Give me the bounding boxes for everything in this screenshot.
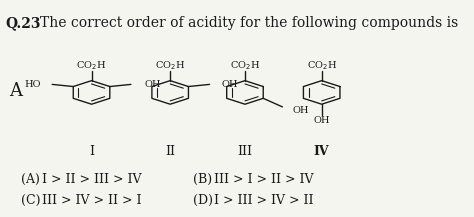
Text: OH: OH (221, 80, 237, 89)
Text: The correct order of acidity for the following compounds is: The correct order of acidity for the fol… (40, 16, 458, 30)
Text: IV: IV (314, 145, 329, 158)
Text: A: A (9, 82, 22, 100)
Text: I > II > III > IV: I > II > III > IV (42, 173, 141, 186)
Text: III: III (237, 145, 253, 158)
Text: OH: OH (144, 80, 161, 89)
Text: II: II (165, 145, 175, 158)
Text: Q.23: Q.23 (5, 16, 41, 30)
Text: OH: OH (292, 106, 309, 115)
Text: OH: OH (313, 116, 330, 125)
Text: I > III > IV > II: I > III > IV > II (214, 194, 314, 207)
Text: III > IV > II > I: III > IV > II > I (42, 194, 141, 207)
Text: (B): (B) (193, 173, 212, 186)
Text: HO: HO (24, 80, 41, 89)
Text: (A): (A) (20, 173, 39, 186)
Text: (D): (D) (193, 194, 213, 207)
Text: (C): (C) (20, 194, 40, 207)
Text: CO$_2$H: CO$_2$H (230, 59, 260, 72)
Text: III > I > II > IV: III > I > II > IV (214, 173, 314, 186)
Text: CO$_2$H: CO$_2$H (307, 59, 337, 72)
Text: CO$_2$H: CO$_2$H (76, 59, 107, 72)
Text: CO$_2$H: CO$_2$H (155, 59, 185, 72)
Text: I: I (89, 145, 94, 158)
